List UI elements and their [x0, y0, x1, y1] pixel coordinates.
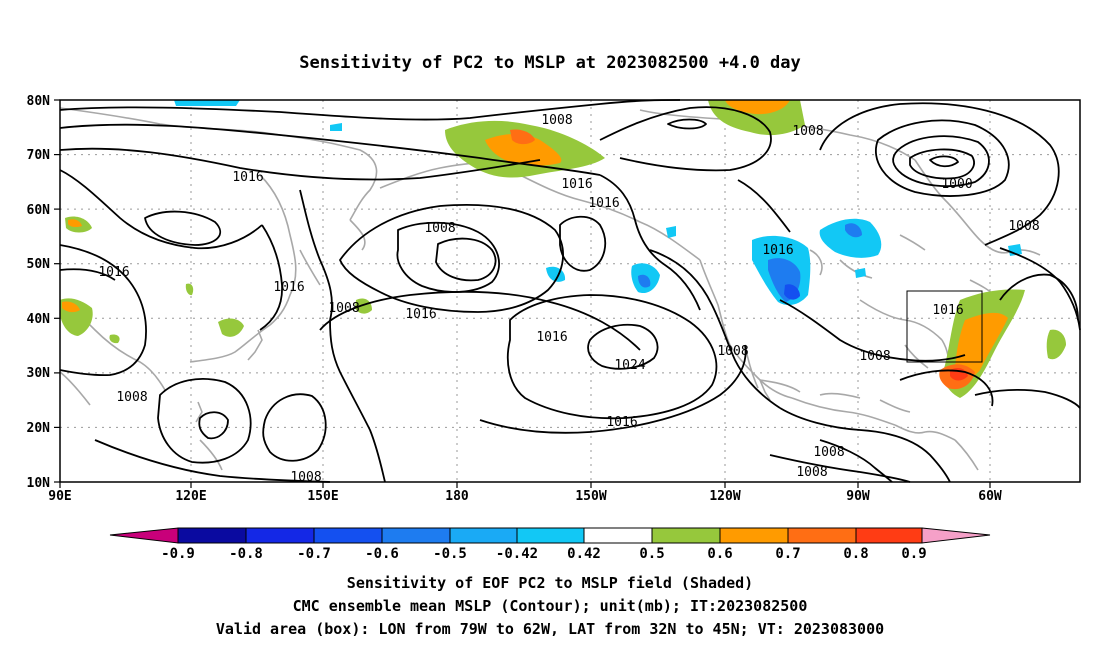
axis-ticks — [54, 99, 991, 488]
colorbar-labels: -0.9 -0.8 -0.7 -0.6 -0.5 -0.42 0.42 0.5 … — [161, 546, 927, 562]
shade-negative — [174, 100, 240, 106]
shade-positive — [62, 301, 80, 313]
lon-label: 90E — [48, 489, 71, 504]
contour-label: 1008 — [424, 221, 455, 236]
shade-positive — [725, 100, 790, 115]
contour-label: 1008 — [813, 445, 844, 460]
colorbar-swatch — [516, 527, 585, 544]
shade-positive — [1046, 329, 1066, 360]
latitude-labels: 80N 70N 60N 50N 40N 30N 20N 10N — [27, 94, 51, 491]
colorbar-swatch — [177, 527, 247, 544]
lat-label: 30N — [27, 366, 51, 381]
caption-line-1: Sensitivity of EOF PC2 to MSLP field (Sh… — [347, 574, 753, 592]
colorbar-swatch — [787, 527, 857, 544]
lon-label: 150W — [575, 489, 606, 504]
colorbar-label: 0.5 — [639, 546, 664, 562]
contour-label: 1016 — [405, 307, 436, 322]
colorbar-swatch — [583, 527, 653, 544]
lon-label: 90W — [846, 489, 870, 504]
contour-label: 1016 — [536, 330, 567, 345]
colorbar-label: -0.5 — [433, 546, 467, 562]
contour-label: 1008 — [859, 349, 890, 364]
shade-positive — [109, 334, 120, 344]
colorbar-label: 0.9 — [901, 546, 926, 562]
lon-label: 150E — [307, 489, 338, 504]
longitude-labels: 90E 120E 150E 180 150W 120W 90W 60W — [48, 489, 1002, 504]
contour-label: 1008 — [1008, 219, 1039, 234]
contour-labels: 1008 1016 1016 1016 1000 1008 1016 1008 … — [98, 113, 1039, 485]
lon-label: 60W — [978, 489, 1002, 504]
colorbar-label: 0.7 — [775, 546, 800, 562]
colorbar-swatch — [245, 527, 315, 544]
colorbar-triangle-left — [109, 527, 179, 544]
lat-label: 50N — [27, 257, 51, 272]
contour-label: 1016 — [273, 280, 304, 295]
colorbar-label: -0.9 — [161, 546, 195, 562]
lat-label: 40N — [27, 312, 51, 327]
colorbar-label: -0.7 — [297, 546, 331, 562]
lon-label: 180 — [445, 489, 469, 504]
shade-positive — [185, 283, 194, 296]
lat-label: 10N — [27, 476, 51, 491]
colorbar-swatch — [719, 527, 789, 544]
contour-label: 1016 — [762, 243, 793, 258]
shade-negative — [638, 274, 651, 288]
map-title: Sensitivity of PC2 to MSLP at 2023082500… — [299, 53, 801, 73]
colorbar — [109, 527, 991, 544]
lat-label: 70N — [27, 148, 51, 163]
contour-label: 1008 — [541, 113, 572, 128]
shade-negative — [666, 226, 676, 238]
colorbar-swatch — [381, 527, 451, 544]
colorbar-label: 0.8 — [843, 546, 868, 562]
contour-label: 1024 — [614, 358, 645, 373]
colorbar-swatch — [855, 527, 923, 544]
caption-line-2: CMC ensemble mean MSLP (Contour); unit(m… — [293, 597, 808, 615]
mslp-contours — [59, 99, 1081, 483]
contour-label: 1008 — [792, 124, 823, 139]
contour-label: 1008 — [116, 390, 147, 405]
lon-label: 120E — [175, 489, 206, 504]
colorbar-label: -0.8 — [229, 546, 263, 562]
contour-label: 1008 — [717, 344, 748, 359]
shade-negative — [855, 268, 866, 278]
shade-negative — [784, 284, 800, 300]
colorbar-swatch — [449, 527, 518, 544]
shade-positive — [485, 134, 562, 166]
colorbar-triangle-right — [921, 527, 991, 544]
shade-positive — [355, 298, 372, 314]
contour-label: 1000 — [941, 177, 972, 192]
shade-positive — [68, 219, 82, 228]
colorbar-label: -0.42 — [496, 546, 538, 562]
contour-label: 1008 — [328, 301, 359, 316]
shade-positive — [510, 129, 535, 145]
shade-positive — [218, 318, 244, 337]
shade-negative — [845, 223, 862, 238]
caption-line-3: Valid area (box): LON from 79W to 62W, L… — [216, 620, 884, 638]
contour-label: 1016 — [98, 265, 129, 280]
shade-negative — [819, 218, 882, 258]
colorbar-label: 0.6 — [707, 546, 732, 562]
shade-negative — [330, 123, 342, 131]
contour-label: 1016 — [932, 303, 963, 318]
lat-label: 80N — [27, 94, 51, 109]
lon-label: 120W — [709, 489, 740, 504]
lat-label: 60N — [27, 203, 51, 218]
colorbar-swatch — [313, 527, 383, 544]
contour-label: 1016 — [588, 196, 619, 211]
valid-area-box — [906, 290, 983, 363]
contour-label: 1016 — [606, 415, 637, 430]
contour-label: 1016 — [561, 177, 592, 192]
colorbar-label: 0.42 — [567, 546, 601, 562]
map-frame — [59, 99, 1081, 483]
contour-label: 1008 — [796, 465, 827, 480]
contour-label: 1016 — [232, 170, 263, 185]
colorbar-swatch — [651, 527, 721, 544]
colorbar-label: -0.6 — [365, 546, 399, 562]
lat-label: 20N — [27, 421, 51, 436]
